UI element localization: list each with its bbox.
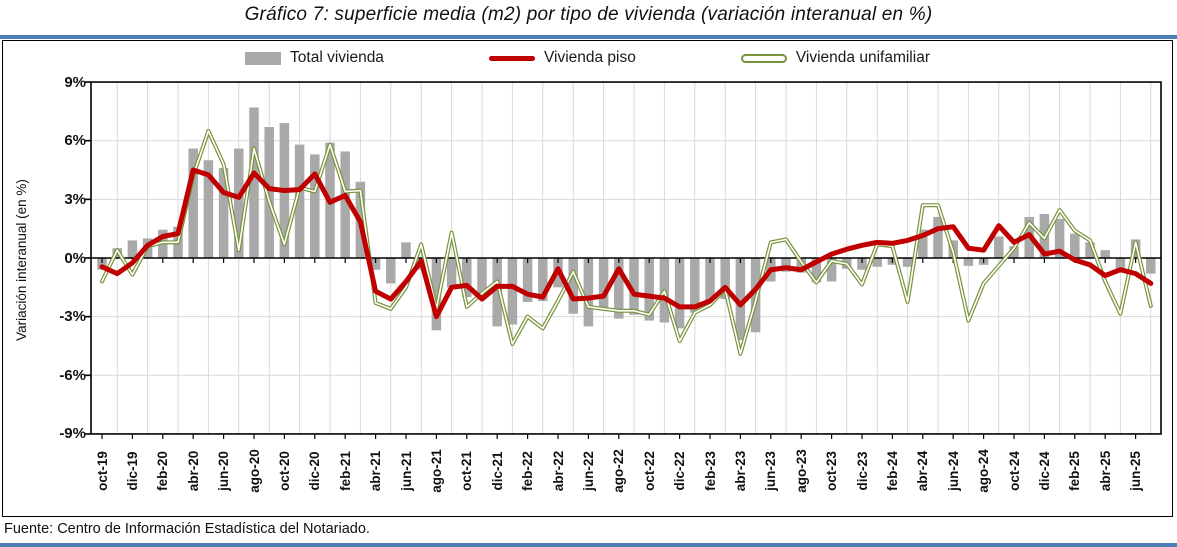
page-title: Gráfico 7: superficie media (m2) por tip… (244, 4, 933, 25)
legend-item-total-vivienda: Total vivienda (245, 49, 384, 67)
legend-label: Vivienda piso (543, 49, 636, 66)
legend-label: Vivienda unifamiliar (795, 49, 930, 66)
legend-item-vivienda-piso: Vivienda piso (488, 49, 636, 67)
chart-frame: Total vivienda Vivienda piso Vivienda un… (2, 40, 1173, 517)
olive-line-swatch-icon (740, 53, 787, 63)
source-caption: Fuente: Centro de Información Estadístic… (4, 521, 370, 537)
bottom-accent-rule (0, 543, 1177, 547)
red-line-swatch-icon (488, 55, 535, 61)
title-accent-rule (0, 35, 1177, 39)
gray-bar-swatch-icon (245, 51, 282, 65)
legend-label: Total vivienda (290, 49, 384, 66)
chart-legend: Total vivienda Vivienda piso Vivienda un… (3, 49, 1172, 67)
chart-plot-area (85, 81, 1162, 439)
legend-item-vivienda-unifamiliar: Vivienda unifamiliar (740, 49, 930, 67)
